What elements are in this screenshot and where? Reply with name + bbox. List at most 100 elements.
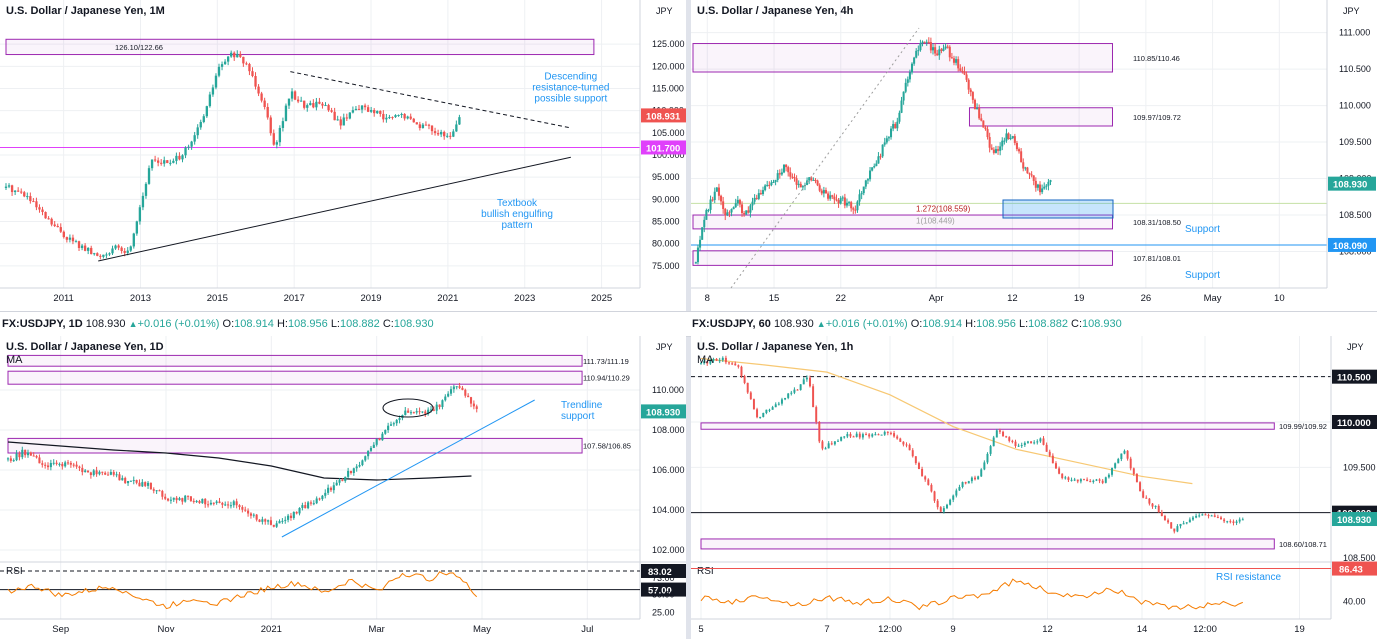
chart-panel-4h[interactable]: 110.85/110.46 109.97/109.72 108.31/108.50 1… xyxy=(691,0,1377,311)
candle-body xyxy=(338,480,341,483)
candle-body xyxy=(712,358,715,361)
candle-body xyxy=(701,227,704,240)
candle-body xyxy=(919,43,922,51)
chart-panel-monthly[interactable]: 126.10/122.66 Descending resistance-turned… xyxy=(0,0,686,311)
candle-body xyxy=(1026,441,1029,443)
candle-body xyxy=(196,127,199,136)
price-tag xyxy=(1328,237,1376,252)
candle-body xyxy=(1030,441,1033,444)
candle-body xyxy=(412,412,415,414)
candle-body xyxy=(158,490,161,492)
candle-body xyxy=(364,456,367,461)
candle-body xyxy=(820,190,823,194)
candle-body xyxy=(818,421,821,442)
time-tick: 10 xyxy=(1274,293,1285,304)
price-tag xyxy=(1332,512,1377,527)
candle-body xyxy=(26,452,30,456)
candle-body xyxy=(994,149,997,153)
currency-unit: JPY xyxy=(656,6,673,16)
candle-body xyxy=(1011,440,1014,442)
candle-body xyxy=(147,168,151,184)
candle-body xyxy=(233,52,236,58)
candle-body xyxy=(1067,477,1070,480)
ma-indicator-label[interactable]: MA xyxy=(697,354,714,366)
chart-monthly-svg[interactable]: 126.10/122.66 Descendingresistance-turned… xyxy=(0,0,686,311)
candle-body xyxy=(927,479,930,485)
candle-body xyxy=(936,500,939,508)
chart-panel-daily[interactable]: 111.73/111.19 110.94/110.29 107.58/106.85 T… xyxy=(0,336,686,639)
candle-body xyxy=(931,47,935,51)
candle-body xyxy=(921,468,924,477)
candle-body xyxy=(880,434,883,436)
price-tag-label: 108.930 xyxy=(1333,180,1367,191)
candle-body xyxy=(141,482,144,487)
candle-body xyxy=(247,510,250,514)
candle-body xyxy=(318,498,321,500)
last-price: 108.930 xyxy=(85,318,126,330)
candle-body xyxy=(1235,521,1238,523)
zone-box xyxy=(7,437,583,454)
candle-body xyxy=(296,99,300,102)
candle-body xyxy=(894,124,897,129)
candle-body xyxy=(780,399,783,404)
candle-body xyxy=(1070,479,1073,481)
zone-label: 108.31/108.50 xyxy=(1133,218,1181,227)
candle-body xyxy=(970,477,973,482)
candle-body xyxy=(1014,441,1017,446)
candle-body xyxy=(938,49,941,56)
candle-body xyxy=(1079,479,1082,482)
candle-body xyxy=(352,468,355,473)
candle-body xyxy=(358,465,361,467)
chart-panel-hourly[interactable]: 109.99/109.92 108.60/108.71 JPY 110.500 110.… xyxy=(691,336,1377,639)
candle-body xyxy=(376,110,379,114)
candle-body xyxy=(112,472,115,475)
time-tick: 2023 xyxy=(514,293,535,304)
candle-body xyxy=(461,387,464,390)
chart-hourly-svg[interactable]: 109.99/109.92 108.60/108.71 JPY 110.500 110.… xyxy=(691,336,1377,639)
candle-body xyxy=(917,50,920,52)
candle-body xyxy=(141,195,145,208)
candle-body xyxy=(933,491,936,501)
candle-body xyxy=(230,52,233,57)
candle-body xyxy=(896,121,899,129)
candle-body xyxy=(1045,444,1048,452)
candle-body xyxy=(41,463,44,465)
chart-daily-svg[interactable]: 111.73/111.19 110.94/110.29 107.58/106.85 T… xyxy=(0,336,686,639)
candle-body xyxy=(144,482,147,486)
chart-4h-svg[interactable]: 110.85/110.46 109.97/109.72 108.31/108.50 1… xyxy=(691,0,1377,311)
low-label: L: xyxy=(330,318,340,330)
candle-body xyxy=(341,480,344,482)
candle-body xyxy=(709,360,712,364)
candle-body xyxy=(32,201,35,203)
candle-body xyxy=(242,56,245,64)
candle-body xyxy=(1013,136,1016,143)
candle-body xyxy=(1145,497,1148,499)
ma-indicator-label[interactable]: MA xyxy=(6,354,23,366)
price-tick: 102.000 xyxy=(652,545,685,555)
candle-body xyxy=(939,507,942,512)
candle-body xyxy=(866,179,869,181)
support-label: Support xyxy=(1185,270,1220,281)
candle-body xyxy=(795,178,798,185)
candle-body xyxy=(749,392,752,400)
candle-body xyxy=(1001,140,1004,147)
candle-body xyxy=(791,176,794,178)
candle-body xyxy=(821,441,824,449)
candle-body xyxy=(278,127,282,143)
candle-body xyxy=(776,173,779,180)
candle-body xyxy=(1034,180,1037,188)
candle-body xyxy=(424,411,427,414)
candle-body xyxy=(138,482,141,487)
candle-body xyxy=(831,195,834,197)
candle-body xyxy=(845,202,848,206)
rsi-line xyxy=(7,571,478,610)
candle-body xyxy=(52,462,55,464)
candle-body xyxy=(784,397,787,400)
candle-body xyxy=(388,117,391,119)
candle-body xyxy=(869,170,872,180)
price-tag-label: 108.931 xyxy=(646,111,681,122)
candle-body xyxy=(955,59,958,63)
candle-body xyxy=(293,91,297,100)
zone-box xyxy=(5,38,595,56)
candle-body xyxy=(357,108,361,110)
